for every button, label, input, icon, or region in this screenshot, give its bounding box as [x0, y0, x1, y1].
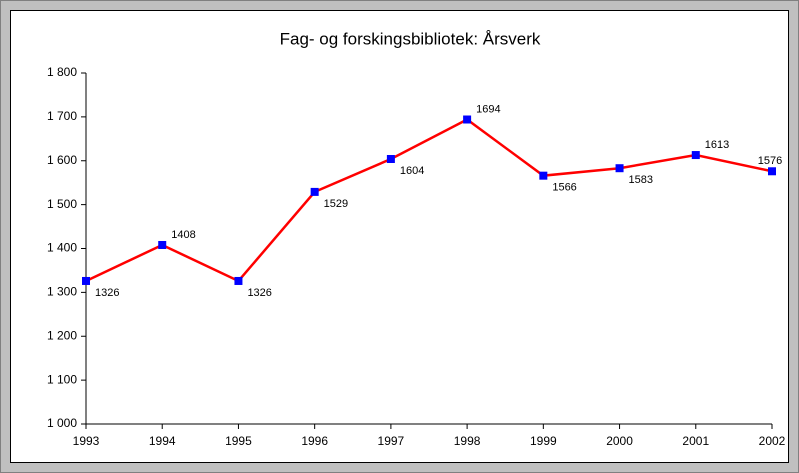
series-line	[85, 118, 773, 283]
x-tick-label: 2001	[682, 434, 709, 448]
y-tick-label: 1 800	[47, 65, 77, 79]
marker	[768, 167, 776, 176]
y-tick-label: 1 300	[47, 285, 77, 299]
chart-area	[10, 10, 789, 463]
x-tick-label: 1999	[530, 434, 557, 448]
data-label: 1613	[705, 139, 729, 151]
chart-title: Fag- og forskingsbibliotek: Årsverk	[280, 29, 541, 48]
marker	[82, 276, 90, 285]
x-tick-label: 1995	[225, 434, 252, 448]
marker	[386, 154, 395, 163]
x-tick-label: 1993	[73, 434, 100, 448]
data-label: 1408	[171, 229, 195, 241]
data-label: 1604	[400, 165, 424, 177]
y-tick-label: 1 600	[47, 153, 77, 167]
data-label: 1566	[552, 182, 576, 194]
marker	[691, 151, 700, 160]
x-tick-label: 1998	[454, 434, 481, 448]
data-label: 1529	[324, 198, 348, 210]
y-tick-label: 1 500	[47, 197, 77, 211]
marker	[310, 187, 319, 196]
marker	[539, 171, 548, 180]
data-label: 1326	[247, 287, 271, 299]
x-tick-label: 2000	[606, 434, 633, 448]
data-label: 1576	[758, 155, 782, 167]
x-tick-label: 1994	[149, 434, 176, 448]
y-tick-label: 1 000	[47, 416, 77, 430]
x-tick-label: 1996	[301, 434, 328, 448]
marker	[463, 115, 472, 124]
x-tick-label: 1997	[378, 434, 405, 448]
y-tick-label: 1 200	[47, 328, 77, 342]
data-label: 1326	[95, 287, 119, 299]
y-tick-label: 1 400	[47, 241, 77, 255]
marker	[158, 240, 167, 249]
x-tick-label: 2002	[759, 434, 786, 448]
data-label: 1694	[476, 103, 500, 115]
marker	[615, 164, 624, 173]
y-tick-label: 1 100	[47, 372, 77, 386]
marker	[234, 276, 243, 285]
y-tick-label: 1 700	[47, 109, 77, 123]
data-label: 1583	[629, 174, 653, 186]
